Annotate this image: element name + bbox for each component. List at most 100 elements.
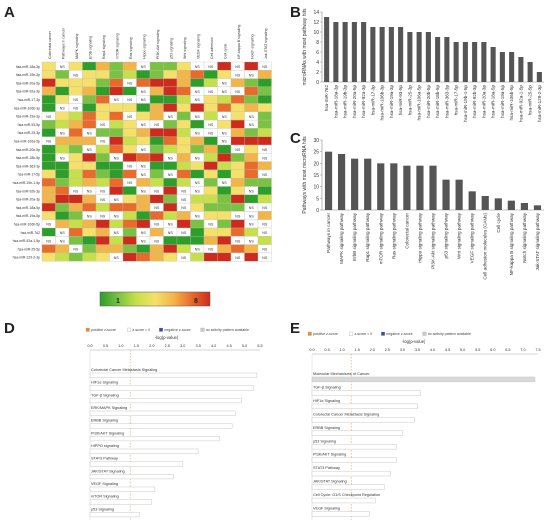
- heatmap-cell: [149, 252, 164, 262]
- heatmap-column-label: Cell cycle: [223, 44, 227, 59]
- heatmap-ns-label: NS: [60, 239, 66, 243]
- heatmap-cell: [55, 144, 70, 154]
- bar: [311, 390, 421, 396]
- heatmap-cell: [203, 136, 218, 146]
- bar: [311, 484, 385, 490]
- bar: [311, 403, 418, 410]
- heatmap-cell: [149, 244, 164, 254]
- heatmap-row-label: hsa-miR-129-2-3p: [13, 256, 40, 260]
- legend-swatch: [422, 331, 427, 336]
- heatmap-cell: [122, 144, 137, 154]
- heatmap-ns-label: NS: [249, 223, 255, 227]
- heatmap-cell: [55, 186, 70, 195]
- heatmap-cell: [217, 144, 232, 154]
- heatmap-ns-label: NS: [168, 223, 174, 227]
- x-tick-label: mTOR signaling pathway: [378, 212, 383, 264]
- bar-chart-panel-b: 0 2 4 6 8 10 12 14 hsa-miR-762 hsa-miR-18a-3p hsa-…: [302, 8, 544, 122]
- heatmap-cell: [163, 194, 178, 204]
- x-tick-label: 0.0: [87, 344, 92, 348]
- heatmap-cell: [109, 244, 124, 254]
- bar: [89, 486, 156, 492]
- heatmap-cell: [217, 211, 232, 220]
- bar: [481, 42, 487, 82]
- heatmap-cell: [95, 244, 110, 254]
- color-scale-min: 1: [116, 298, 120, 305]
- heatmap-ns-label: NS: [235, 214, 241, 218]
- heatmap-cell: [217, 103, 232, 112]
- x-tick-label: Pathways in cancer: [326, 213, 331, 253]
- heatmap-cell: [55, 194, 70, 204]
- heatmap-ns-label: NS: [262, 223, 268, 227]
- panel-label-c: C: [290, 130, 301, 147]
- heatmap-ns-label: NS: [141, 148, 147, 152]
- heatmap-ns-label: NS: [249, 189, 255, 193]
- heatmap-cell: [95, 202, 110, 212]
- heatmap-cell: [163, 161, 178, 171]
- heatmap-cell: [68, 128, 83, 137]
- heatmap-cell: [176, 169, 191, 179]
- heatmap-cell: [257, 178, 272, 187]
- heatmap-ns-label: NS: [208, 65, 214, 69]
- heatmap-cell: [163, 211, 178, 220]
- heatmap-ns-label: NS: [46, 223, 52, 227]
- x-tick-label: VEGF signaling pathway: [470, 212, 475, 263]
- heatmap-cell: [257, 252, 272, 262]
- x-tick-label: hsa-miR-129-2-3p: [537, 85, 542, 122]
- heatmap-cell: [190, 202, 205, 212]
- heatmap-ns-label: NS: [114, 231, 120, 235]
- category-label: ERBB Signaling: [91, 419, 118, 423]
- legend-swatch: [349, 331, 354, 336]
- heatmap-cell: [68, 61, 83, 71]
- heatmap-ns-label: NS: [100, 189, 106, 193]
- heatmap-cell: [244, 244, 259, 254]
- heatmap-cell: [217, 119, 232, 129]
- heatmap-ns-label: NS: [73, 98, 79, 102]
- heatmap-cell: [176, 61, 191, 71]
- bar: [89, 398, 242, 404]
- heatmap-cell: [176, 211, 191, 220]
- bar: [324, 17, 330, 82]
- heatmap-cell: [163, 78, 178, 88]
- bar: [462, 42, 468, 82]
- heatmap-cell: [230, 178, 245, 187]
- heatmap-cell: [176, 103, 191, 112]
- x-tick-label: hsa-miR-92b-3p: [472, 85, 477, 118]
- heatmap-cell: [203, 161, 218, 171]
- bar: [370, 27, 376, 82]
- heatmap-cell: [122, 227, 137, 237]
- category-label: HIF1α Signaling: [91, 381, 118, 385]
- heatmap-column-label: Colorectal cancer: [48, 30, 52, 59]
- heatmap-ns-label: NS: [195, 90, 201, 94]
- bar: [89, 448, 199, 454]
- bar: [311, 511, 370, 517]
- legend-label: no activity pattern available: [428, 332, 471, 336]
- heatmap-ns-label: NS: [222, 140, 228, 144]
- heatmap-ns-label: NS: [195, 189, 201, 193]
- bar: [89, 499, 153, 505]
- heatmap-cell: [244, 161, 259, 171]
- heatmap-cell: [230, 202, 245, 212]
- heatmap-cell: [163, 244, 178, 254]
- heatmap-ns-label: NS: [181, 206, 187, 210]
- heatmap-row-label: hsa-miR-19b-1-5p: [13, 181, 40, 185]
- heatmap-cell: [95, 252, 110, 262]
- heatmap-cell: [109, 86, 124, 96]
- heatmap-cell: [55, 211, 70, 220]
- heatmap-cell: [41, 186, 56, 195]
- heatmap-cell: [257, 95, 272, 104]
- heatmap-ns-label: NS: [46, 239, 52, 243]
- heatmap-cell: [122, 211, 137, 220]
- category-label: Cell Cycle: G1/S Checkpoint Regulation: [313, 493, 380, 497]
- bar: [333, 22, 339, 82]
- x-tick-label: 6.5: [505, 348, 510, 352]
- panel-label-d: D: [4, 320, 15, 337]
- heatmap-cell: [136, 211, 151, 220]
- heatmap-cell: [41, 244, 56, 254]
- legend-label: z-score = 0: [354, 332, 372, 336]
- heatmap-cell: [149, 95, 164, 104]
- bar: [361, 22, 367, 82]
- heatmap-cell: [82, 153, 97, 162]
- heatmap-ns-label: NS: [154, 206, 160, 210]
- heatmap-cell: [68, 78, 83, 88]
- heatmap-cell: [41, 128, 56, 137]
